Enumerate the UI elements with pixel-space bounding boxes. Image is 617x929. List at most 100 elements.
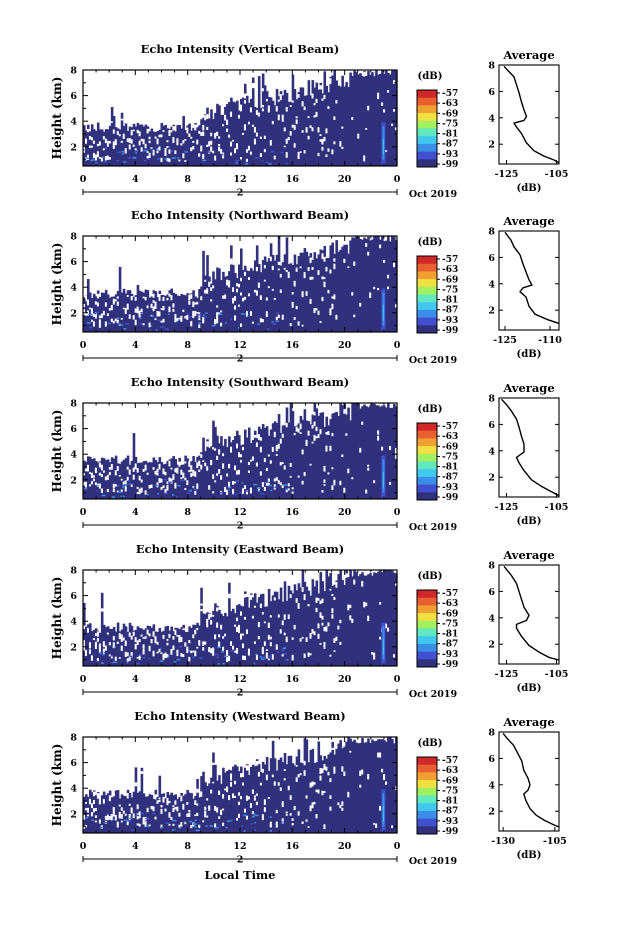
- heatmap-gap: [92, 478, 96, 482]
- heatmap-speck: [205, 825, 208, 827]
- heatmap-gap: [140, 310, 144, 313]
- heatmap-column: [251, 597, 255, 666]
- heatmap-gap: [160, 804, 164, 808]
- heatmap-column: [383, 73, 386, 166]
- heatmap-gap: [321, 146, 325, 151]
- heatmap-gap: [247, 277, 251, 280]
- panel-title: Echo Intensity (Southward Beam): [131, 375, 349, 389]
- heatmap-column: [182, 624, 185, 666]
- heatmap-gap: [188, 812, 191, 817]
- heatmap-column: [379, 239, 382, 332]
- panel-title: Echo Intensity (Eastward Beam): [136, 542, 344, 556]
- heatmap-column: [154, 291, 158, 332]
- heatmap-column: [134, 126, 138, 166]
- heatmap-speck: [228, 486, 232, 489]
- heatmap-column: [301, 87, 305, 166]
- heatmap-gap: [132, 474, 136, 480]
- heatmap-column: [303, 95, 307, 166]
- heatmap-speck: [255, 653, 258, 656]
- heatmap-speck: [245, 490, 249, 492]
- colorbar-segment: [417, 651, 437, 655]
- heatmap-column: [114, 790, 118, 833]
- heatmap-column: [349, 240, 352, 332]
- heatmap-column: [146, 290, 150, 332]
- average-x-label: (dB): [517, 683, 542, 694]
- colorbar-tick-label: -87: [442, 140, 458, 150]
- heatmap-column: [389, 241, 392, 332]
- heatmap-gap: [202, 131, 205, 137]
- heatmap-column: [343, 746, 346, 833]
- heatmap-gap: [273, 781, 277, 786]
- average-y-tick-label: 4: [488, 780, 495, 791]
- heatmap-gap: [86, 466, 90, 472]
- heatmap-gap: [267, 107, 271, 113]
- heatmap-column: [305, 739, 309, 833]
- heatmap-gap: [216, 317, 219, 324]
- heatmap-column: [174, 293, 178, 332]
- heatmap-speck: [230, 650, 235, 652]
- heatmap-gap: [321, 790, 325, 796]
- heatmap-speck: [268, 484, 272, 487]
- heatmap-gap: [327, 431, 331, 435]
- heatmap-gap: [204, 462, 207, 467]
- heatmap-gap: [236, 143, 239, 147]
- heatmap-speck: [123, 483, 128, 486]
- heatmap-gap: [90, 481, 94, 485]
- date-label: Oct 2019: [409, 522, 458, 533]
- heatmap-speck: [202, 159, 207, 162]
- y-tick-label: 8: [70, 66, 77, 77]
- heatmap-gap: [158, 146, 162, 150]
- heatmap-column: [345, 82, 348, 166]
- heatmap-gap: [236, 648, 239, 654]
- heatmap-gap: [96, 631, 100, 637]
- heatmap-gap: [393, 262, 396, 268]
- heatmap-gap: [243, 272, 247, 276]
- heatmap-gap: [212, 614, 215, 617]
- colorbar-segment: [417, 777, 437, 781]
- heatmap-speck: [112, 661, 118, 664]
- colorbar-segment: [417, 320, 437, 324]
- heatmap-column: [216, 780, 219, 833]
- heatmap-gap: [357, 133, 360, 139]
- heatmap-column: [158, 457, 162, 499]
- heatmap-gap: [283, 769, 287, 772]
- heatmap-gap: [341, 146, 344, 150]
- heatmap-gap: [273, 156, 277, 160]
- heatmap-column: [241, 606, 245, 666]
- heatmap-gap: [265, 649, 269, 651]
- heatmap-column: [230, 442, 233, 499]
- heatmap-gap: [273, 297, 277, 300]
- heatmap-gap: [196, 803, 199, 806]
- heatmap-column: [377, 571, 380, 666]
- heatmap-speck: [121, 150, 125, 153]
- heatmap-gap: [305, 127, 309, 133]
- heatmap-column: [271, 595, 275, 666]
- heatmap-gap: [379, 752, 382, 758]
- heatmap-gap: [83, 814, 86, 820]
- heatmap-gap: [148, 322, 152, 328]
- heatmap-gap: [96, 151, 100, 158]
- heatmap-gap: [98, 800, 102, 805]
- heatmap-speck: [254, 822, 257, 824]
- colorbar-segment: [417, 661, 437, 665]
- heatmap-gap: [120, 634, 124, 640]
- heatmap-gap: [154, 471, 158, 475]
- heatmap-gap: [128, 314, 132, 319]
- heatmap-speck: [125, 323, 130, 325]
- heatmap-column: [253, 106, 257, 166]
- heatmap-gap: [279, 629, 283, 634]
- heatmap-gap: [323, 94, 327, 100]
- heatmap-speck: [265, 162, 270, 164]
- heatmap-gap: [243, 808, 247, 813]
- heatmap-gap: [222, 453, 225, 457]
- heatmap-speck: [233, 493, 237, 495]
- heatmap-column: [317, 741, 321, 833]
- colorbar-tick-label: -63: [442, 265, 458, 275]
- heatmap-gap: [184, 477, 187, 481]
- average-x-tick-label: -125: [495, 669, 519, 680]
- heatmap-gap: [206, 621, 209, 628]
- heatmap-gap: [313, 411, 317, 416]
- heatmap-gap: [222, 295, 225, 299]
- colorbar-tick-label: -81: [442, 797, 458, 807]
